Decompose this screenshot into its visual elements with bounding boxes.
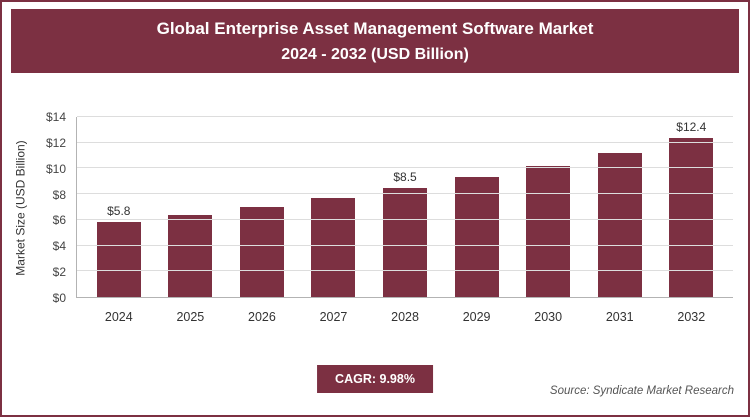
plot-area: $5.8 2024 2025 2026 2027 $8.5 2028 2029 2030 2031… bbox=[76, 116, 733, 324]
gridline bbox=[77, 167, 733, 169]
gridline bbox=[77, 244, 733, 246]
bar-slot: 2031 bbox=[584, 117, 656, 324]
bar bbox=[597, 153, 642, 297]
bar-slot: 2025 bbox=[155, 117, 227, 324]
bar-slot: $8.5 2028 bbox=[369, 117, 441, 324]
y-tick-label: $8 bbox=[52, 187, 66, 202]
bars-container: $5.8 2024 2025 2026 2027 $8.5 2028 2029 2030 2031… bbox=[77, 117, 733, 324]
source-note: Source: Syndicate Market Research bbox=[549, 385, 734, 397]
y-tick-label: $2 bbox=[52, 265, 66, 280]
y-tick-label: $6 bbox=[52, 213, 66, 228]
chart-title-line2: 2024 - 2032 (USD Billion) bbox=[281, 45, 469, 63]
x-tick-label: 2032 bbox=[677, 310, 706, 324]
chart-title: Global Enterprise Asset Management Softw… bbox=[11, 9, 739, 73]
y-tick-label: $4 bbox=[52, 239, 66, 254]
x-tick-label: 2030 bbox=[534, 310, 563, 324]
x-tick-label: 2031 bbox=[605, 310, 634, 324]
x-tick-label: 2029 bbox=[462, 310, 491, 324]
bar-value-label: $12.4 bbox=[676, 119, 707, 134]
bar bbox=[454, 177, 499, 297]
y-axis: $0 $2 $4 $6 $8 $10 $12 $14 bbox=[32, 111, 70, 304]
x-tick-label: 2024 bbox=[104, 310, 133, 324]
gridline bbox=[77, 116, 733, 117]
gridline bbox=[77, 218, 733, 220]
x-tick-label: 2028 bbox=[391, 310, 419, 324]
bar-slot: $5.8 2024 bbox=[83, 117, 155, 324]
bar-slot: 2027 bbox=[298, 117, 370, 324]
gridline bbox=[77, 141, 733, 143]
bar-slot: 2026 bbox=[226, 117, 298, 324]
bar bbox=[669, 137, 714, 297]
bar bbox=[383, 187, 428, 297]
bar-slot: 2029 bbox=[441, 117, 513, 324]
bar bbox=[311, 198, 356, 297]
y-axis-title: Market Size (USD Billion) bbox=[14, 139, 28, 276]
gridline bbox=[77, 270, 733, 272]
bar bbox=[168, 214, 213, 297]
x-tick-label: 2026 bbox=[248, 310, 276, 324]
cagr-badge: CAGR: 9.98% bbox=[317, 365, 433, 393]
y-tick-label: $14 bbox=[45, 110, 66, 124]
bar-value-label: $5.8 bbox=[107, 204, 131, 219]
bar-slot: 2030 bbox=[512, 117, 584, 324]
chart-title-line1: Global Enterprise Asset Management Softw… bbox=[156, 18, 594, 38]
gridline bbox=[77, 193, 733, 195]
x-tick-label: 2027 bbox=[319, 310, 348, 324]
x-tick-label: 2025 bbox=[176, 310, 205, 324]
bar-value-label: $8.5 bbox=[393, 169, 417, 184]
bar bbox=[526, 165, 571, 297]
bar bbox=[239, 207, 284, 297]
bar bbox=[96, 222, 141, 297]
y-tick-label: $10 bbox=[45, 161, 66, 176]
y-tick-label: $0 bbox=[52, 291, 66, 305]
y-tick-label: $12 bbox=[45, 135, 66, 150]
